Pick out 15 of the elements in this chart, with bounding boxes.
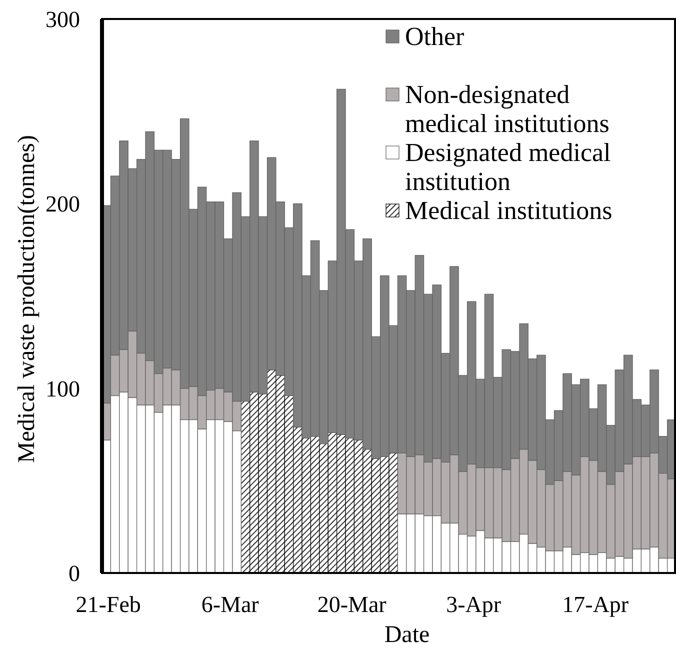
y-tick-label: 300 xyxy=(46,7,80,32)
x-tick-label: 21-Feb xyxy=(76,592,141,617)
legend-label: Non-designated medical institutions xyxy=(405,80,610,138)
x-axis-title: Date xyxy=(384,622,430,648)
y-axis-title: Medical waste production(tonnes) xyxy=(14,135,40,463)
x-tick-label: 20-Mar xyxy=(317,592,387,617)
y-tick-label: 0 xyxy=(68,561,80,586)
legend-label: Other xyxy=(405,22,465,51)
y-tick-label: 200 xyxy=(46,192,80,217)
legend-label: Medical institutions xyxy=(405,196,612,225)
x-tick-label: 17-Apr xyxy=(562,592,629,617)
x-tick-label: 3-Apr xyxy=(446,592,502,617)
legend-label: Designated medical institution xyxy=(405,138,611,196)
x-tick-label: 6-Mar xyxy=(201,592,260,617)
y-tick-label: 100 xyxy=(46,376,80,402)
